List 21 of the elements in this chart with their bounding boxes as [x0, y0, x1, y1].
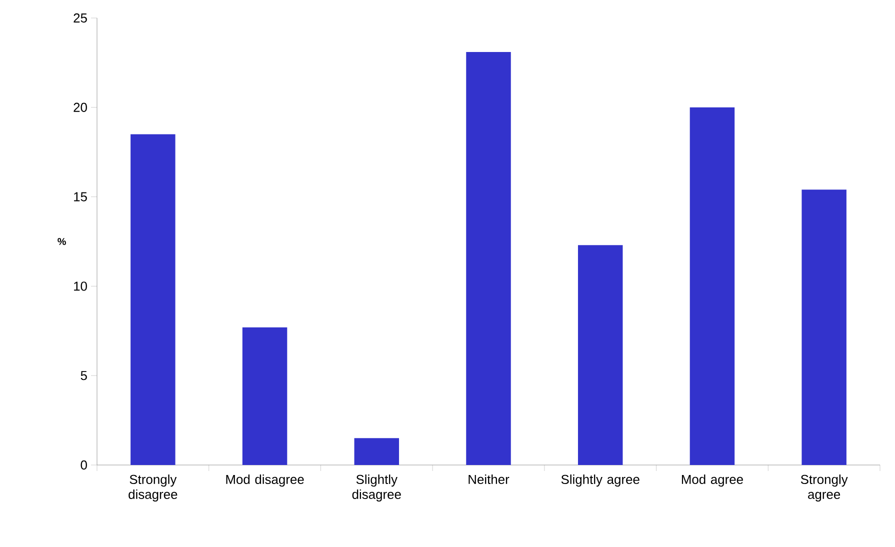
y-tick-label: 15 — [74, 192, 87, 202]
x-tick-label: Mod agree — [682, 474, 743, 487]
x-tick-label: Neither — [468, 474, 510, 484]
y-tick-label: 20 — [74, 102, 87, 112]
x-tick-label: Slightly disagree — [352, 474, 401, 502]
y-tick-label: 10 — [74, 282, 87, 291]
bar — [130, 134, 176, 465]
y-tick-label: 5 — [80, 371, 87, 380]
x-tick-label: Slightly agree — [561, 474, 640, 487]
bar — [690, 107, 735, 465]
x-tick-label: Strongly agree — [800, 474, 848, 502]
y-tick-label: 25 — [74, 13, 87, 23]
bar — [466, 52, 511, 465]
x-tick-label: Strongly disagree — [128, 474, 178, 502]
x-tick-label: Mod disagree — [226, 474, 304, 487]
bar — [802, 190, 846, 465]
y-tick-label: 0 — [80, 460, 87, 470]
bar — [354, 438, 400, 465]
bar — [578, 245, 623, 465]
bar — [242, 327, 288, 465]
y-axis-title: % — [58, 238, 66, 246]
